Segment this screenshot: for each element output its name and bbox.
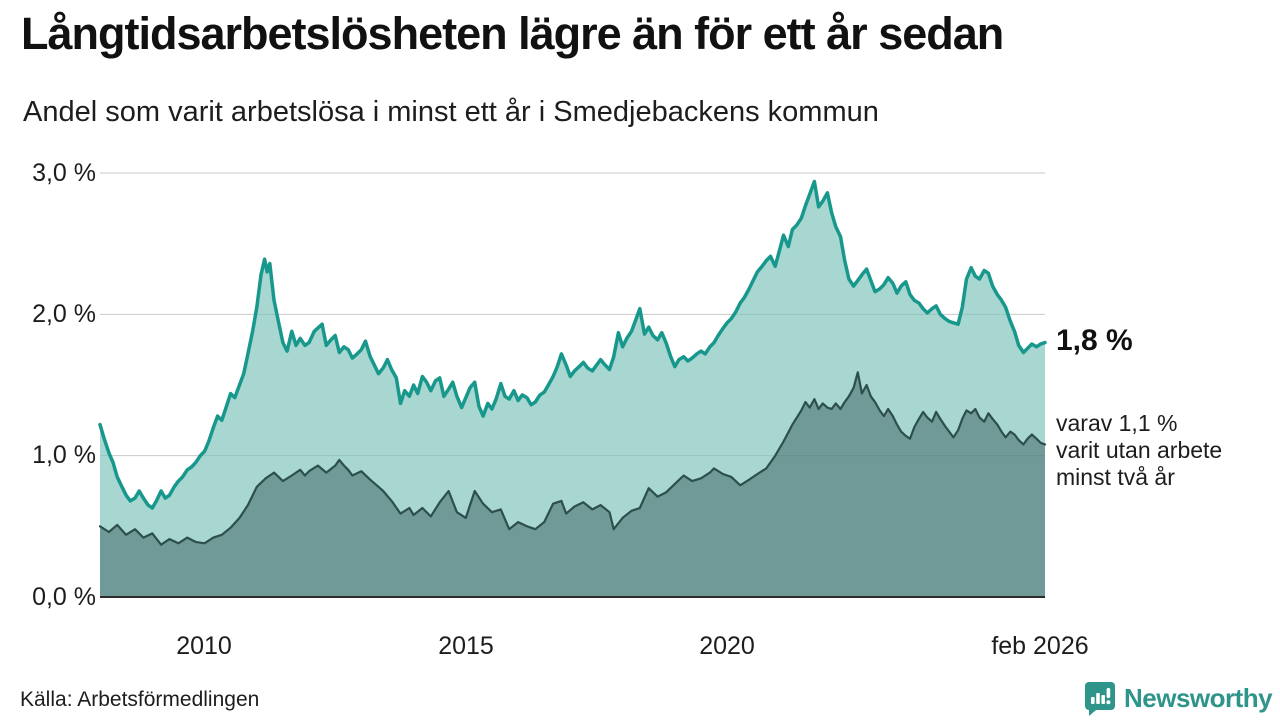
y-axis-tick-0: 0,0 % (32, 583, 96, 611)
x-axis-tick-2020: 2020 (699, 632, 755, 660)
x-axis-tick-2015: 2015 (438, 632, 494, 660)
chart-canvas (98, 172, 1047, 598)
subset-annotation-line1: varav 1,1 % (1056, 410, 1178, 436)
newsworthy-bubble-chart-icon (1082, 680, 1116, 716)
subset-annotation-line2: varit utan arbete (1056, 437, 1223, 463)
y-axis-tick-2: 2,0 % (32, 300, 96, 328)
subset-annotation: varav 1,1 % varit utan arbete minst två … (1056, 410, 1222, 491)
latest-value-label: 1,8 % (1056, 324, 1133, 357)
chart-subtitle: Andel som varit arbetslösa i minst ett å… (23, 96, 879, 128)
newsworthy-logo[interactable]: Newsworthy (1082, 680, 1273, 716)
y-axis-tick-1: 1,0 % (32, 441, 96, 469)
subset-annotation-line3: minst två år (1056, 464, 1175, 490)
page-title: Långtidsarbetslösheten lägre än för ett … (21, 8, 1004, 59)
x-axis-tick-feb2026: feb 2026 (991, 632, 1089, 660)
source-credit: Källa: Arbetsförmedlingen (20, 688, 260, 711)
newsworthy-wordmark: Newsworthy (1124, 682, 1273, 713)
x-axis-tick-2010: 2010 (176, 632, 232, 660)
y-axis-tick-3: 3,0 % (32, 159, 96, 187)
